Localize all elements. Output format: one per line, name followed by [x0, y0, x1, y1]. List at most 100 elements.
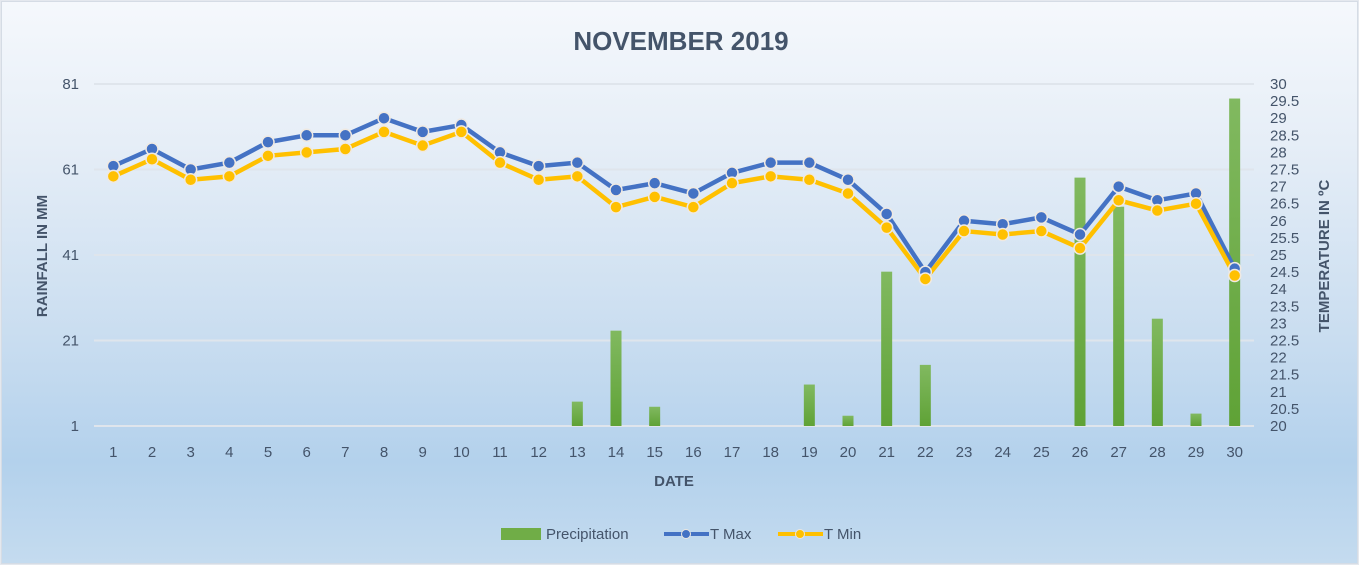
- precipitation-bar: [881, 271, 893, 426]
- x-tick-label: 7: [341, 444, 349, 461]
- precipitation-bar: [610, 330, 622, 426]
- tmax-point: [338, 128, 353, 143]
- tmax-point: [222, 155, 237, 170]
- precipitation-bar: [1151, 318, 1163, 426]
- x-tick-label: 12: [530, 444, 547, 461]
- tmax-point: [647, 176, 662, 190]
- y-tick-label: 41: [62, 247, 79, 264]
- tmin-point: [1034, 224, 1049, 238]
- tmin-point: [957, 224, 971, 238]
- legend-item-tmin: T Min: [778, 526, 861, 543]
- x-tick-label: 6: [302, 444, 310, 461]
- x-tick-label: 22: [917, 444, 934, 461]
- tmin-point: [106, 169, 121, 184]
- x-tick-label: 19: [801, 444, 818, 461]
- x-tick-label: 3: [186, 444, 194, 461]
- tmax-point: [299, 128, 314, 143]
- x-tick-label: 18: [762, 444, 779, 461]
- y2-tick-label: 20: [1270, 418, 1287, 435]
- x-tick-label: 30: [1226, 444, 1243, 461]
- y2-tick-label: 29: [1270, 110, 1287, 127]
- temperature-lines: [106, 111, 1242, 286]
- x-tick-label: 26: [1072, 444, 1089, 461]
- x-tick-label: 5: [264, 444, 272, 461]
- left-axis-ticks: 1 21 41 61 81: [62, 76, 79, 435]
- tmin-point: [261, 149, 275, 163]
- x-tick-label: 4: [225, 444, 233, 461]
- tmin-point: [841, 186, 855, 201]
- tmin-point: [454, 125, 469, 139]
- y-tick-label: 81: [62, 76, 79, 93]
- tmin-point: [725, 176, 739, 190]
- precipitation-bar: [919, 364, 931, 426]
- y2-tick-label: 23: [1270, 315, 1287, 332]
- x-tick-label: 8: [380, 444, 388, 461]
- legend-item-tmax: T Max: [664, 526, 752, 543]
- x-tick-label: 9: [418, 444, 426, 461]
- tmax-point: [570, 155, 585, 170]
- y2-tick-label: 20.5: [1270, 401, 1299, 418]
- x-tick-label: 27: [1110, 444, 1127, 461]
- tmin-point: [377, 125, 391, 139]
- y2-tick-label: 26.5: [1270, 196, 1299, 213]
- tmax-point: [879, 207, 894, 221]
- y2-tick-label: 24: [1270, 281, 1287, 298]
- tmin-point: [686, 200, 701, 214]
- tmax-point: [609, 183, 623, 197]
- x-tick-label: 28: [1149, 444, 1166, 461]
- y2-tick-label: 27.5: [1270, 162, 1299, 179]
- x-tick-label: 17: [724, 444, 741, 461]
- precipitation-bar: [803, 384, 815, 426]
- y2-tick-label: 24.5: [1270, 264, 1299, 281]
- legend-label-tmax: T Max: [710, 526, 752, 543]
- tmin-point: [222, 169, 237, 184]
- legend-swatch-precipitation: [501, 528, 541, 540]
- tmax-point: [377, 111, 391, 125]
- y2-tick-label: 27: [1270, 179, 1287, 196]
- y2-tick-label: 28.5: [1270, 127, 1299, 144]
- tmin-point: [415, 138, 430, 153]
- legend-item-precipitation: Precipitation: [501, 526, 629, 543]
- tmin-point: [183, 173, 198, 187]
- y2-tick-label: 25: [1270, 247, 1287, 264]
- y2-tick-label: 28: [1270, 144, 1287, 161]
- legend-marker-tmax: [681, 529, 691, 539]
- tmax-point: [1111, 179, 1126, 194]
- tmin-point: [802, 173, 817, 187]
- tmin-point: [918, 272, 933, 286]
- tmax-point: [763, 155, 778, 170]
- tmin-point: [570, 169, 585, 184]
- x-tick-label: 16: [685, 444, 702, 461]
- x-tick-label: 14: [608, 444, 625, 461]
- y2-tick-label: 21.5: [1270, 367, 1299, 384]
- precipitation-bar: [1190, 413, 1202, 426]
- y2-tick-label: 22.5: [1270, 333, 1299, 350]
- precipitation-bar: [649, 406, 661, 426]
- x-tick-label: 15: [646, 444, 663, 461]
- legend-marker-tmin: [795, 529, 805, 539]
- y-tick-label: 61: [62, 162, 79, 179]
- x-tick-label: 21: [878, 444, 895, 461]
- tmin-point: [1227, 268, 1242, 283]
- y2-tick-label: 26: [1270, 213, 1287, 230]
- tmin-point: [493, 155, 507, 170]
- x-tick-label: 20: [840, 444, 857, 461]
- tmin-point: [647, 190, 662, 204]
- tmin-point: [338, 142, 353, 156]
- x-tick-label: 13: [569, 444, 586, 461]
- y-tick-label: 21: [62, 333, 79, 350]
- tmin-point: [609, 200, 623, 214]
- y2-tick-label: 25.5: [1270, 230, 1299, 247]
- tmax-point: [1073, 227, 1087, 242]
- tmin-point: [531, 173, 546, 187]
- tmin-point: [145, 152, 159, 166]
- tmax-point: [261, 135, 275, 149]
- tmax-point: [415, 125, 430, 139]
- x-tick-label: 25: [1033, 444, 1050, 461]
- tmin-point: [1111, 193, 1126, 208]
- chart-title: NOVEMBER 2019: [573, 26, 788, 56]
- y2-tick-label: 22: [1270, 350, 1287, 367]
- gridlines: [94, 83, 1254, 427]
